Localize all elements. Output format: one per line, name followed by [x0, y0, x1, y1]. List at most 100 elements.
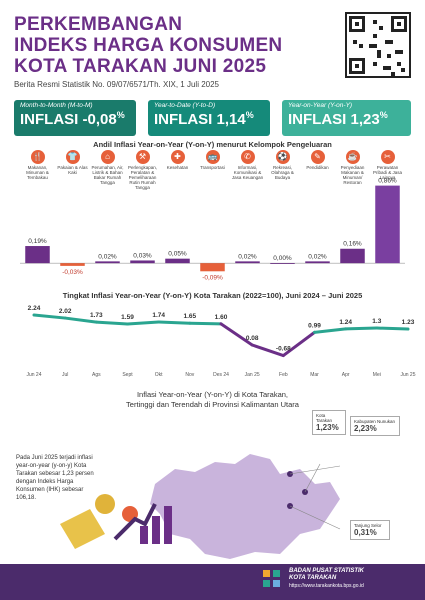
bar-10	[340, 248, 365, 264]
line-segment	[63, 316, 98, 324]
line-x-tick: Sept	[122, 372, 133, 378]
category-2: 👕 Pakaian & Alas Kaki	[56, 150, 89, 175]
card-yoy-word: INFLASI	[288, 111, 347, 128]
kalimantan-utara-map	[60, 454, 341, 559]
bar-value-label: 0,02%	[308, 253, 327, 260]
growth-arrow-icon	[113, 503, 157, 541]
bps-logo-icon	[263, 570, 280, 587]
title-line-1: PERKEMBANGAN	[14, 14, 183, 35]
category-4: ⚒ Perlengkapan, Peralatan & Pemeliharaan …	[126, 150, 159, 190]
category-3: ⌂ Perumahan, Air, Listrik & Bahan Bakar R…	[91, 150, 124, 185]
line-segment	[219, 322, 254, 347]
page-subtitle: Berita Resmi Statistik No. 09/07/6571/Th…	[14, 80, 219, 89]
health-icon: ✚	[170, 150, 185, 164]
bar-value-label: 0,02%	[238, 253, 257, 260]
card-ytd-value: 1,14	[216, 111, 246, 128]
line-x-tick: Jun 24	[26, 372, 41, 378]
card-yoy-unit: %	[379, 110, 388, 120]
callout-nunukan-value: 2,23%	[354, 424, 377, 433]
category-7: ✆ Informasi, Komunikasi & Jasa Keuangan	[231, 150, 264, 180]
bar-value-label: 0,03%	[133, 252, 152, 259]
map-title-line-2: Tertinggi dan Terendah di Provinsi Kalim…	[126, 400, 299, 409]
card-yoy-label: Year-on-Year (Y-on-Y)	[288, 102, 353, 109]
line-segment	[32, 313, 67, 320]
line-x-tick: Jan 25	[245, 372, 260, 378]
category-label: Rekreasi, Olahraga & Budaya	[271, 165, 294, 180]
callout-tanjung-selor-label: Tanjung Selor	[354, 523, 382, 528]
coin-icon	[95, 494, 115, 514]
category-10: ☕ Penyediaan Makanan & Minuman/ Restoran	[336, 150, 369, 185]
bar-value-label: 0,00%	[273, 255, 292, 262]
card-mtm-label: Month-to-Month (M-to-M)	[20, 102, 93, 109]
bps-logo[interactable]: BADAN PUSAT STATISTIK KOTA TARAKAN https…	[261, 566, 411, 592]
line-x-tick: Nov	[185, 372, 194, 378]
bar-illustration-3	[164, 506, 172, 544]
org-url[interactable]: https://www.tarakankota.bps.go.id	[289, 583, 364, 589]
yoy-line-chart: 2.24 Jun 24 2.02 Jul 1.73 Ags 1.59 Sept 1.74 Okt 1…	[26, 305, 415, 378]
map-title-line-1: Inflasi Year-on-Year (Y-on-Y) di Kota Ta…	[136, 390, 289, 399]
bar-6	[200, 263, 225, 272]
house-icon: ⌂	[100, 150, 115, 164]
map-region	[150, 454, 340, 559]
callout-tarakan-value: 1,23%	[316, 423, 339, 432]
line-chart-title: Tingkat Inflasi Year-on-Year (Y-on-Y) Ko…	[62, 291, 363, 300]
category-label: Penyediaan Makanan & Minuman/ Restoran	[340, 165, 365, 185]
bar-value-label: -0,03%	[62, 269, 83, 276]
org-city: KOTA TARAKAN	[289, 575, 337, 581]
category-5: ✚ Kesehatan	[161, 150, 194, 170]
category-label: Perawatan Pribadi & Jasa Lainnya	[372, 165, 402, 180]
card-mtm-value: -0,08	[82, 111, 117, 128]
callout-tarakan-label: Kota Tarakan	[316, 413, 333, 423]
card-ytd-label: Year-to-Date (Y-to-D)	[154, 102, 216, 109]
line-segment	[281, 330, 316, 358]
bar-value-label: 0,02%	[98, 253, 117, 260]
org-name: BADAN PUSAT STATISTIK	[289, 568, 364, 574]
category-label: Perumahan, Air, Listrik & Bahan Bakar Ru…	[91, 165, 124, 185]
title-line-2: INDEKS HARGA KONSUMEN	[14, 35, 283, 56]
bar-value-label: 0,86%	[378, 178, 397, 185]
line-value-label: 1.24	[339, 319, 352, 326]
card-yoy-value: 1,23	[350, 111, 380, 128]
bar-illustration-2	[152, 516, 160, 544]
bar-value-label: 0,05%	[168, 251, 187, 258]
bar-3	[95, 261, 120, 264]
line-value-label: 1.23	[402, 319, 415, 326]
title-line-3: KOTA TARAKAN JUNI 2025	[14, 56, 267, 77]
bar-value-label: 0,16%	[343, 241, 362, 248]
callout-nunukan: Kabupaten Nunukan 2,23%	[350, 416, 400, 436]
line-x-tick: Feb	[279, 372, 288, 378]
line-value-label: 2.02	[59, 308, 72, 315]
bar-9	[305, 261, 330, 264]
communication-icon: ✆	[240, 150, 255, 164]
category-1: 🍴 Makanan, Minuman & Tembakau	[21, 150, 54, 180]
restaurant-icon: ☕	[345, 150, 360, 164]
line-segment	[375, 326, 410, 331]
bar-chart-title: Andil Inflasi Year-on-Year (Y-on-Y) menu…	[93, 140, 332, 149]
bar-4	[130, 260, 155, 264]
map-title: Inflasi Year-on-Year (Y-on-Y) di Kota Ta…	[0, 390, 425, 410]
category-6: 🚌 Transportasi	[196, 150, 229, 170]
category-9: ✎ Pendidikan	[301, 150, 334, 170]
bar-1	[25, 246, 50, 264]
bar-value-label: 0,19%	[28, 238, 47, 245]
card-ytd-word: INFLASI	[154, 111, 213, 128]
inflation-cards: Month-to-Month (M-to-M) INFLASI -0,08% Y…	[14, 100, 411, 136]
qr-code-icon[interactable]	[345, 12, 411, 78]
line-value-label: 1.74	[152, 312, 165, 319]
card-mtm-unit: %	[116, 110, 125, 120]
line-segment	[313, 327, 348, 334]
bar-8	[270, 263, 295, 264]
line-value-label: 1.73	[90, 312, 103, 319]
card-mtm: Month-to-Month (M-to-M) INFLASI -0,08%	[14, 100, 136, 136]
line-x-tick: Ags	[92, 372, 101, 378]
callout-tanjung-selor-value: 0,31%	[354, 528, 377, 537]
category-label: Makanan, Minuman & Tembakau	[26, 165, 49, 180]
line-value-label: 2.24	[28, 305, 41, 312]
line-value-label: 0.99	[308, 322, 321, 329]
bar-value-label: -0,09%	[202, 274, 223, 281]
line-value-label: -0.68	[276, 346, 291, 353]
education-icon: ✎	[310, 150, 325, 164]
footer-band	[0, 564, 425, 600]
line-value-label: 1.60	[215, 314, 228, 321]
category-label: Perlengkapan, Peralatan & Pemeliharaan R…	[127, 165, 158, 190]
